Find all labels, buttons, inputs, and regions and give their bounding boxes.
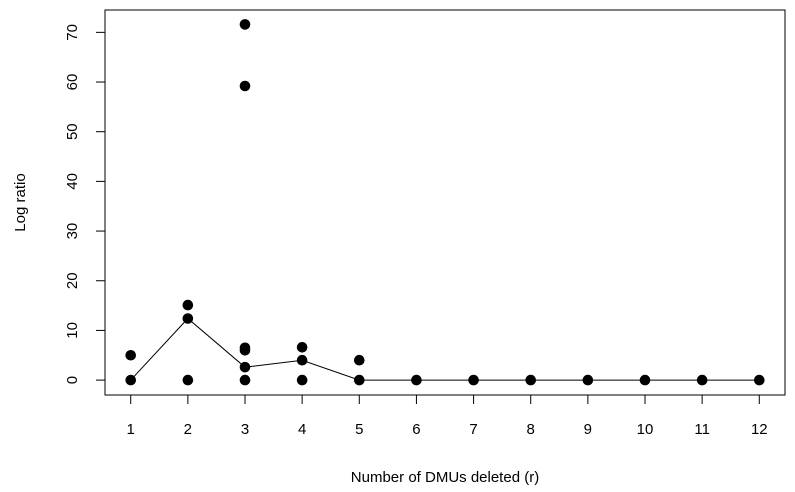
x-tick-label: 5 — [355, 421, 363, 438]
x-axis-title: Number of DMUs deleted (r) — [351, 469, 539, 486]
data-point — [582, 374, 594, 386]
y-tick-label: 10 — [64, 322, 81, 339]
data-point — [639, 374, 651, 386]
x-tick-label: 7 — [469, 421, 477, 438]
data-point — [525, 374, 537, 386]
data-point — [182, 299, 194, 311]
data-point — [353, 374, 365, 386]
x-tick-label: 4 — [298, 421, 306, 438]
x-tick-label: 2 — [184, 421, 192, 438]
y-tick-label: 70 — [64, 24, 81, 41]
y-tick-label: 30 — [64, 223, 81, 240]
data-points — [125, 19, 765, 386]
data-point — [239, 361, 251, 373]
x-axis: 1 2 3 4 5 6 7 8 9 10 11 12 — [127, 394, 768, 438]
y-tick-label: 20 — [64, 272, 81, 289]
y-tick-label: 50 — [64, 123, 81, 140]
y-axis: 0 10 20 30 40 50 60 70 — [64, 24, 106, 384]
data-point — [753, 374, 765, 386]
data-point — [182, 374, 194, 386]
y-tick-label: 40 — [64, 173, 81, 190]
data-point — [239, 342, 251, 354]
data-point — [239, 19, 251, 30]
x-tick-label: 6 — [412, 421, 420, 438]
data-point — [296, 342, 308, 353]
data-point — [468, 374, 479, 386]
x-tick-label: 9 — [584, 421, 592, 438]
y-axis-title: Log ratio — [12, 173, 29, 231]
plot-frame — [104, 9, 786, 396]
x-tick-label: 10 — [637, 421, 654, 438]
x-tick-label: 1 — [127, 421, 135, 438]
x-tick-label: 3 — [241, 421, 249, 438]
y-tick-label: 0 — [64, 376, 81, 384]
series-line — [130, 317, 760, 381]
data-point — [411, 374, 422, 386]
data-point — [296, 354, 308, 366]
data-point — [296, 374, 308, 386]
x-tick-label: 8 — [527, 421, 535, 438]
data-point — [125, 374, 137, 386]
data-point — [239, 80, 251, 92]
data-point — [696, 374, 708, 386]
y-tick-label: 60 — [64, 74, 81, 91]
x-tick-label: 12 — [751, 421, 768, 438]
data-point — [353, 354, 365, 366]
median-line — [130, 317, 760, 381]
data-point — [125, 349, 137, 361]
x-tick-label: 11 — [694, 421, 710, 438]
data-point — [239, 374, 251, 386]
data-point — [182, 313, 194, 324]
